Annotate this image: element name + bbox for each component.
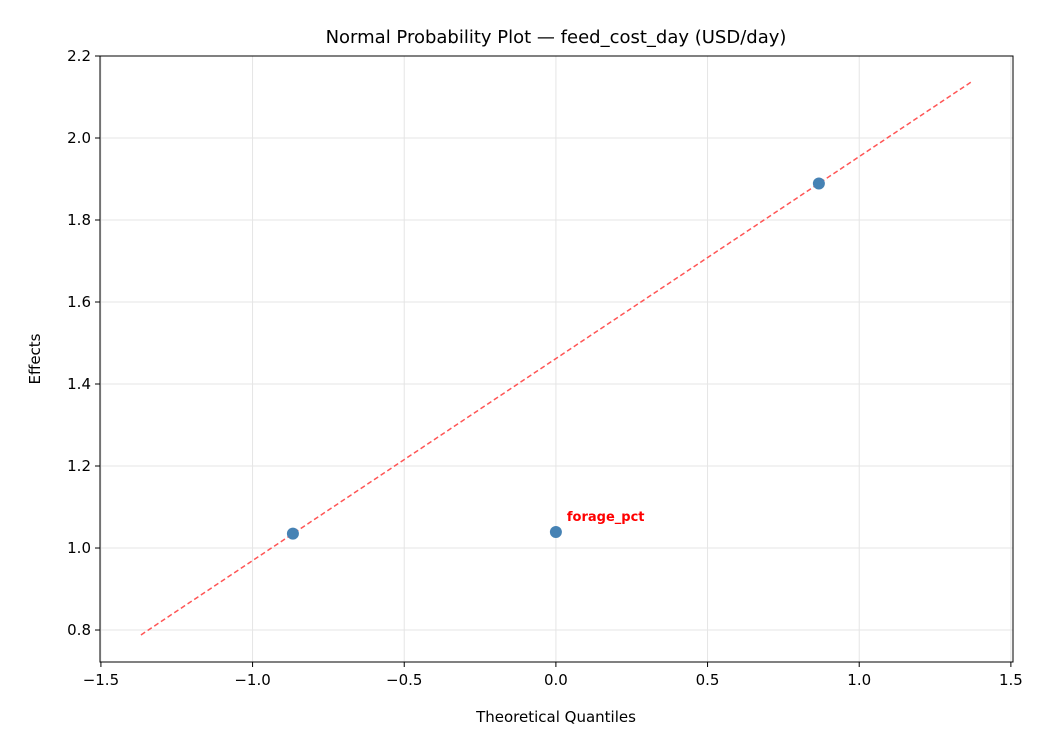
y-tick-label: 2.0 xyxy=(67,129,91,147)
x-axis-label: Theoretical Quantiles xyxy=(475,708,636,726)
chart-title: Normal Probability Plot — feed_cost_day … xyxy=(326,27,787,48)
data-point xyxy=(812,177,825,190)
x-tick-label: 0.0 xyxy=(544,671,568,689)
point-annotation: forage_pct xyxy=(567,510,645,525)
x-tick-label: 1.0 xyxy=(847,671,871,689)
x-tick-label: 1.5 xyxy=(999,671,1023,689)
y-tick-label: 0.8 xyxy=(67,621,91,639)
data-point xyxy=(549,526,562,539)
x-tick-label: −1.5 xyxy=(83,671,119,689)
x-tick-label: 0.5 xyxy=(696,671,720,689)
y-tick-label: 1.0 xyxy=(67,539,91,557)
plot-area-frame xyxy=(99,55,1014,663)
y-tick-label: 1.2 xyxy=(67,457,91,475)
x-tick-label: −1.0 xyxy=(234,671,270,689)
y-tick-label: 1.4 xyxy=(67,375,91,393)
data-point xyxy=(286,527,299,540)
y-tick-label: 1.6 xyxy=(67,293,91,311)
y-axis-label: Effects xyxy=(26,333,44,384)
reference-line xyxy=(140,81,972,636)
y-tick-label: 1.8 xyxy=(67,211,91,229)
y-tick-label: 2.2 xyxy=(67,47,91,65)
x-tick-label: −0.5 xyxy=(386,671,422,689)
